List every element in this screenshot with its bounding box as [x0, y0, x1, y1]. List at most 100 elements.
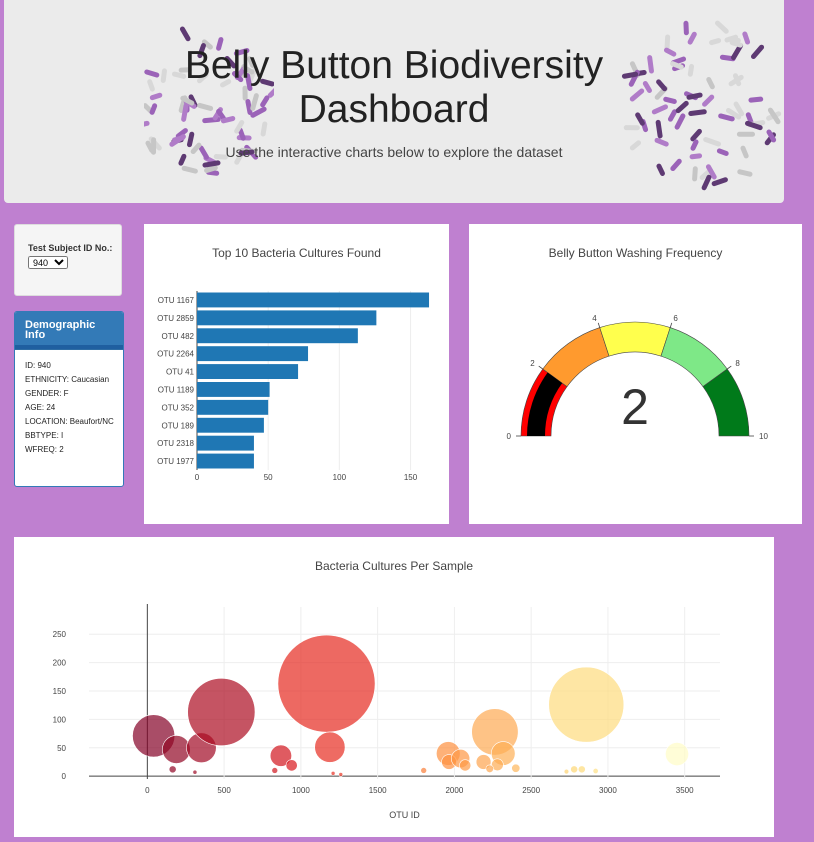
bubble-point — [330, 771, 336, 776]
bubble-y-tick-label: 0 — [62, 772, 67, 781]
subject-selector-label: Test Subject ID No.: — [28, 243, 113, 253]
germ-shape — [197, 102, 214, 111]
germ-shape — [186, 131, 195, 148]
germ-shape — [663, 96, 677, 104]
germ-shape — [651, 104, 668, 115]
germ-shape — [175, 128, 188, 139]
bubble-point — [592, 768, 599, 775]
gauge-tick-label: 8 — [735, 359, 740, 368]
germ-shape — [242, 65, 255, 75]
germ-shape — [206, 169, 220, 176]
bubble-point — [563, 768, 570, 775]
germ-shape — [260, 95, 270, 108]
bar — [197, 435, 254, 451]
germ-shape — [635, 112, 645, 126]
demographic-info-panel: Demographic Info ID: 940 ETHNICITY: Cauc… — [14, 311, 124, 487]
gauge-value-bar — [527, 372, 563, 436]
germ-shape — [766, 129, 777, 143]
bubble-x-tick-label: 3500 — [676, 786, 694, 795]
subject-id-select[interactable]: 940 — [28, 256, 68, 269]
bar — [197, 328, 358, 344]
bar — [197, 346, 309, 362]
gauge-tick-label: 10 — [759, 432, 768, 441]
gauge-tick — [597, 322, 601, 328]
germ-shape — [213, 154, 228, 160]
germ-shape — [687, 63, 695, 77]
bubble-point — [548, 666, 625, 743]
germ-shape — [245, 73, 253, 91]
subject-selector-panel: Test Subject ID No.: 940 — [14, 224, 122, 296]
germ-shape — [705, 164, 717, 180]
germ-shape — [201, 39, 213, 50]
bubble-x-axis-label: OTU ID — [389, 810, 420, 820]
germ-shape — [245, 99, 253, 115]
germ-shape — [147, 79, 155, 92]
germ-shape — [690, 128, 702, 142]
germ-shape — [687, 31, 697, 45]
germ-shape — [204, 165, 218, 173]
gauge-chart-title: Belly Button Washing Frequency — [548, 246, 723, 260]
germ-shape — [654, 137, 669, 147]
germ-shape — [267, 87, 274, 98]
germ-shape — [663, 47, 677, 57]
bar-chart-card: Top 10 Bacteria Cultures Found 0 50 100 150… — [144, 224, 449, 524]
germ-shape — [642, 80, 652, 94]
bar-chart-title: Top 10 Bacteria Cultures Found — [212, 246, 381, 260]
germ-shape — [714, 20, 729, 34]
gauge-tick-label: 2 — [530, 359, 535, 368]
germ-shape — [674, 113, 686, 130]
germ-shape — [711, 177, 728, 187]
demographic-info-title: Demographic Info — [15, 312, 123, 350]
germ-shape — [748, 96, 764, 103]
bubble-x-tick-label: 3000 — [599, 786, 617, 795]
germ-shape — [238, 149, 255, 156]
germ-shape — [737, 169, 753, 177]
germ-shape — [198, 145, 209, 160]
germ-shape — [237, 127, 246, 141]
bubble-x-tick-label: 2000 — [445, 786, 463, 795]
germ-shape — [629, 88, 645, 102]
germ-shape — [179, 26, 191, 42]
germ-shape — [260, 121, 268, 137]
germ-shape — [181, 103, 189, 122]
germ-shape — [670, 61, 684, 70]
bar-y-tick-label: OTU 1167 — [158, 296, 195, 305]
bar — [197, 364, 299, 379]
germ-shape — [732, 73, 742, 87]
gauge-chart[interactable]: 0 2 4 6 8 10 2 — [469, 224, 802, 524]
bar-y-tick-label: OTU 189 — [162, 421, 195, 430]
germ-shape — [144, 69, 160, 78]
germ-shape — [689, 153, 703, 160]
germ-shape — [149, 103, 158, 115]
bar — [197, 453, 254, 469]
bubble-x-tick-label: 0 — [145, 786, 150, 795]
germ-shape — [247, 56, 256, 68]
bar-y-tick-label: OTU 1977 — [157, 457, 194, 466]
gauge-chart-card: Belly Button Washing Frequency 0 2 4 6 8 10 2 — [469, 224, 802, 524]
germ-shape — [656, 79, 668, 92]
bar-chart[interactable]: 0 50 100 150 OTU 1167 OTU 2859 OTU 482 OTU 2264… — [144, 224, 449, 524]
bar-y-tick-label: OTU 2264 — [157, 350, 194, 359]
gauge-tick-label: 6 — [673, 314, 678, 323]
germ-shape — [667, 109, 678, 122]
bar-x-tick-label: 50 — [264, 473, 273, 482]
demo-field: BBTYPE: I — [25, 431, 64, 440]
bubble-point — [271, 767, 279, 774]
bubble-point — [314, 731, 346, 763]
germ-shape — [234, 120, 245, 134]
germ-shape — [745, 112, 754, 125]
bubble-point — [192, 769, 198, 775]
bubble-point — [269, 744, 292, 767]
bubble-y-tick-label: 150 — [53, 687, 67, 696]
bubble-point — [187, 678, 256, 746]
germ-shape — [190, 142, 202, 155]
demo-field: LOCATION: Beaufort/NC — [25, 417, 114, 426]
bubble-y-tick-label: 200 — [53, 659, 67, 668]
gauge-tick — [726, 365, 732, 370]
germ-shape — [729, 40, 743, 48]
germ-shape — [145, 140, 155, 153]
bubble-chart-title: Bacteria Cultures Per Sample — [314, 559, 474, 573]
bubble-point — [420, 767, 427, 774]
bubble-point — [577, 765, 586, 774]
